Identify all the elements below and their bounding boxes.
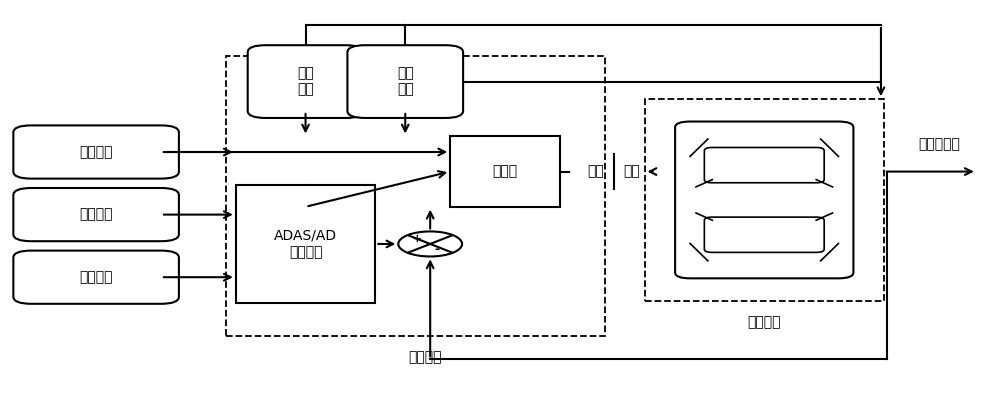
FancyBboxPatch shape: [248, 45, 363, 118]
Text: 道路条件: 道路条件: [79, 145, 113, 159]
Text: 底盘域: 底盘域: [492, 165, 518, 178]
Text: 天气状况: 天气状况: [79, 270, 113, 284]
Bar: [645, 99, 884, 301]
Text: 指令: 指令: [623, 165, 640, 178]
Text: -: -: [435, 243, 440, 256]
Text: ADAS/AD
域控制器: ADAS/AD 域控制器: [274, 229, 337, 259]
Text: 线控: 线控: [587, 165, 604, 178]
FancyBboxPatch shape: [13, 251, 179, 304]
Text: 动力学响应: 动力学响应: [918, 137, 960, 151]
FancyBboxPatch shape: [704, 217, 824, 253]
FancyBboxPatch shape: [347, 45, 463, 118]
Circle shape: [398, 231, 462, 256]
FancyBboxPatch shape: [13, 125, 179, 178]
Bar: [236, 185, 375, 303]
Bar: [226, 56, 605, 336]
Text: 侧向
风扈: 侧向 风扈: [297, 67, 314, 97]
Text: 智能系统: 智能系统: [408, 350, 442, 364]
Text: 数字车辆: 数字车辆: [748, 315, 781, 329]
FancyBboxPatch shape: [675, 121, 853, 278]
Text: 交通环境: 交通环境: [79, 208, 113, 221]
Text: +: +: [412, 234, 421, 243]
FancyBboxPatch shape: [13, 188, 179, 241]
Bar: [450, 136, 560, 207]
Text: 不平
整度: 不平 整度: [397, 67, 414, 97]
FancyBboxPatch shape: [704, 147, 824, 183]
